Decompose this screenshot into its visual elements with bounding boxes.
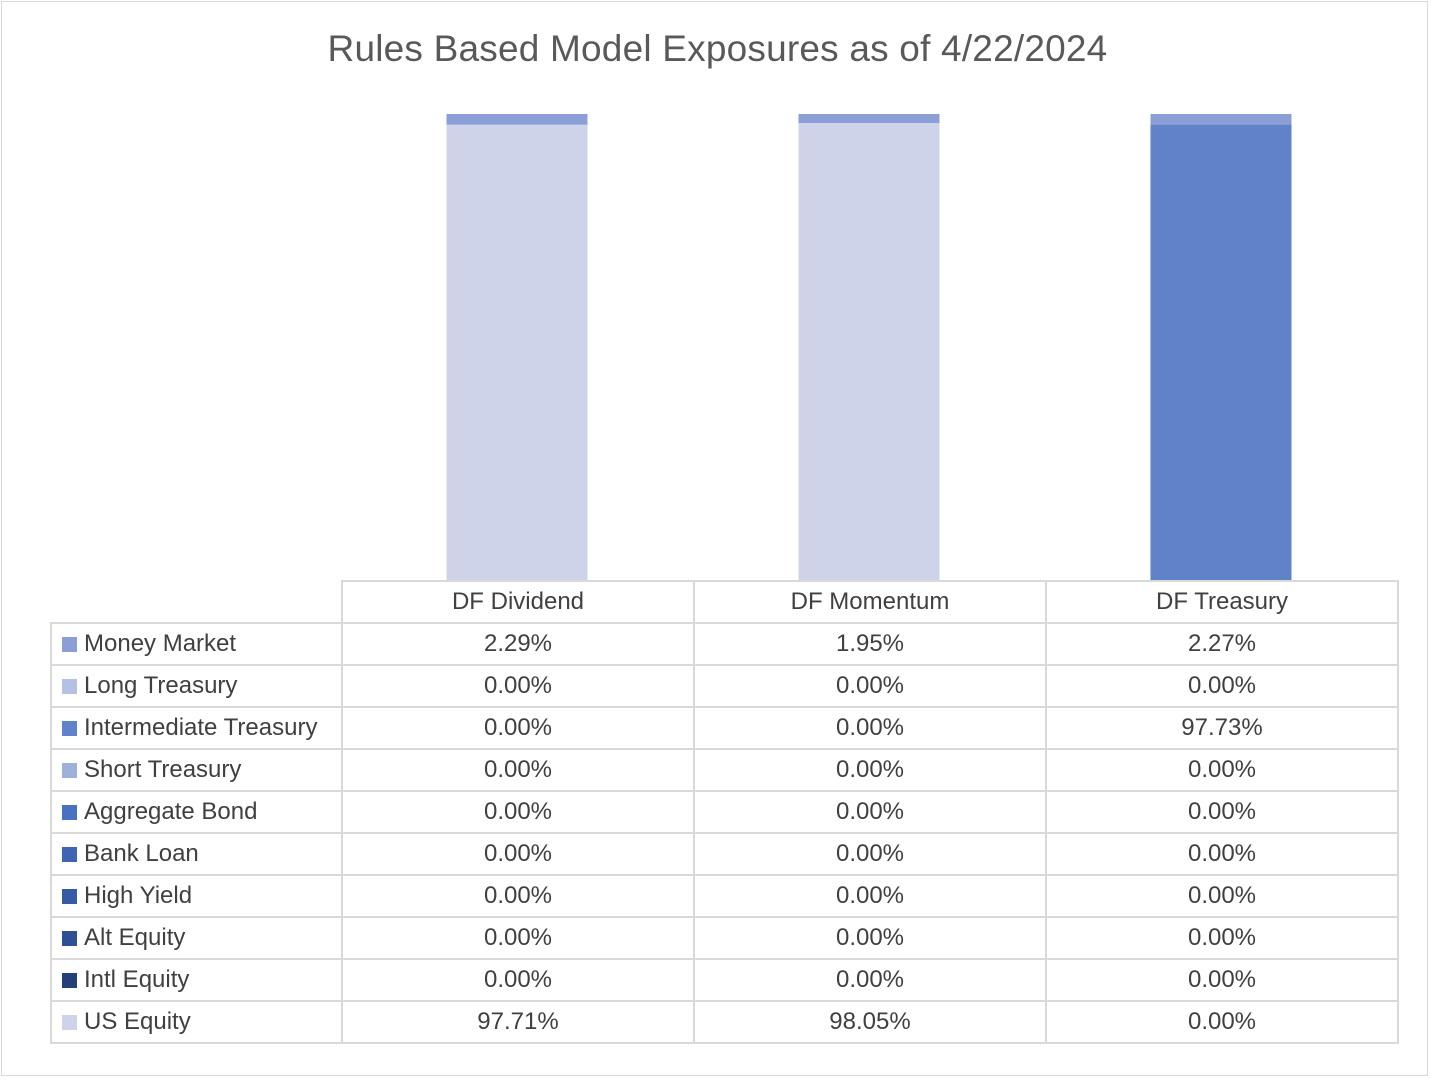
series-name: Alt Equity [84,924,186,951]
series-name: US Equity [84,1008,191,1035]
data-label-df-dividend-aggregate-bond: 0.00% [341,790,695,834]
table-row: High Yield 0.00% 0.00% 0.00% [50,874,1399,918]
legend-swatch-icon [62,637,77,652]
table-row: US Equity 97.71% 98.05% 0.00% [50,1000,1399,1044]
data-label-df-dividend-intermediate-treasury: 0.00% [341,706,695,750]
data-label-df-momentum-us-equity: 98.05% [693,1000,1047,1044]
data-label-df-momentum-alt-equity: 0.00% [693,916,1047,960]
data-label-df-momentum-intl-equity: 0.00% [693,958,1047,1002]
legend-swatch-icon [62,721,77,736]
legend-swatch-icon [62,679,77,694]
table-row: Money Market 2.29% 1.95% 2.27% [50,622,1399,666]
series-name: Intl Equity [84,966,190,993]
data-label-df-treasury-long-treasury: 0.00% [1045,664,1399,708]
series-name: High Yield [84,882,193,909]
data-label-df-momentum-money-market: 1.95% [693,622,1047,666]
series-name: Short Treasury [84,756,242,783]
legend-swatch-icon [62,847,77,862]
data-label-df-treasury-bank-loan: 0.00% [1045,832,1399,876]
legend-swatch-icon [62,889,77,904]
data-label-df-momentum-aggregate-bond: 0.00% [693,790,1047,834]
data-label-df-treasury-alt-equity: 0.00% [1045,916,1399,960]
bar-df-dividend-us-equity [446,124,588,580]
data-label-df-momentum-high-yield: 0.00% [693,874,1047,918]
legend-entry-long-treasury: Long Treasury [50,664,343,708]
legend-entry-alt-equity: Alt Equity [50,916,343,960]
category-label-df-momentum: DF Momentum [693,580,1047,624]
series-name: Intermediate Treasury [84,714,318,741]
table-row: Short Treasury 0.00% 0.00% 0.00% [50,748,1399,792]
data-table: DF Dividend DF Momentum DF Treasury Money M… [50,580,1399,1044]
series-name: Bank Loan [84,840,199,867]
legend-entry-high-yield: High Yield [50,874,343,918]
category-label-df-dividend: DF Dividend [341,580,695,624]
data-label-df-treasury-intl-equity: 0.00% [1045,958,1399,1002]
legend-swatch-icon [62,973,77,988]
stacked-bar-plot [446,114,1292,580]
data-label-df-treasury-intermediate-treasury: 97.73% [1045,706,1399,750]
chart-title: Rules Based Model Exposures as of 4/22/2… [327,28,1108,69]
legend-entry-aggregate-bond: Aggregate Bond [50,790,343,834]
series-name: Long Treasury [84,672,238,699]
series-name: Aggregate Bond [84,798,258,825]
data-label-df-momentum-long-treasury: 0.00% [693,664,1047,708]
data-label-df-momentum-short-treasury: 0.00% [693,748,1047,792]
data-label-df-treasury-aggregate-bond: 0.00% [1045,790,1399,834]
table-header-row: DF Dividend DF Momentum DF Treasury [51,580,1399,624]
table-row: Alt Equity 0.00% 0.00% 0.00% [50,916,1399,960]
data-label-df-momentum-intermediate-treasury: 0.00% [693,706,1047,750]
bar-df-momentum-money-market [798,114,940,124]
data-label-df-dividend-high-yield: 0.00% [341,874,695,918]
data-label-df-dividend-us-equity: 97.71% [341,1000,695,1044]
legend-entry-bank-loan: Bank Loan [50,832,343,876]
bar-df-treasury-intermediate-treasury [1150,124,1292,580]
table-row: Bank Loan 0.00% 0.00% 0.00% [50,832,1399,876]
bar-df-dividend-money-market [446,114,588,125]
data-label-df-treasury-short-treasury: 0.00% [1045,748,1399,792]
data-label-df-momentum-bank-loan: 0.00% [693,832,1047,876]
legend-swatch-icon [62,763,77,778]
legend-entry-intermediate-treasury: Intermediate Treasury [50,706,343,750]
series-name: Money Market [84,630,237,657]
table-row: Intl Equity 0.00% 0.00% 0.00% [50,958,1399,1002]
bar-df-momentum-us-equity [798,123,940,580]
data-label-df-dividend-alt-equity: 0.00% [341,916,695,960]
data-label-df-treasury-high-yield: 0.00% [1045,874,1399,918]
table-row: Intermediate Treasury 0.00% 0.00% 97.73% [50,706,1399,750]
data-label-df-dividend-bank-loan: 0.00% [341,832,695,876]
legend-swatch-icon [62,931,77,946]
legend-entry-intl-equity: Intl Equity [50,958,343,1002]
legend-entry-money-market: Money Market [50,622,343,666]
legend-entry-short-treasury: Short Treasury [50,748,343,792]
data-label-df-treasury-money-market: 2.27% [1045,622,1399,666]
legend-swatch-icon [62,805,77,820]
data-label-df-dividend-short-treasury: 0.00% [341,748,695,792]
legend-swatch-icon [62,1015,77,1030]
table-row: Aggregate Bond 0.00% 0.00% 0.00% [50,790,1399,834]
table-corner [51,581,342,623]
data-label-df-dividend-intl-equity: 0.00% [341,958,695,1002]
data-label-df-treasury-us-equity: 0.00% [1045,1000,1399,1044]
data-label-df-dividend-long-treasury: 0.00% [341,664,695,708]
bar-df-treasury-money-market [1150,114,1292,125]
data-label-df-dividend-money-market: 2.29% [341,622,695,666]
category-label-df-treasury: DF Treasury [1045,580,1399,624]
legend-entry-us-equity: US Equity [50,1000,343,1044]
table-row: Long Treasury 0.00% 0.00% 0.00% [50,664,1399,708]
